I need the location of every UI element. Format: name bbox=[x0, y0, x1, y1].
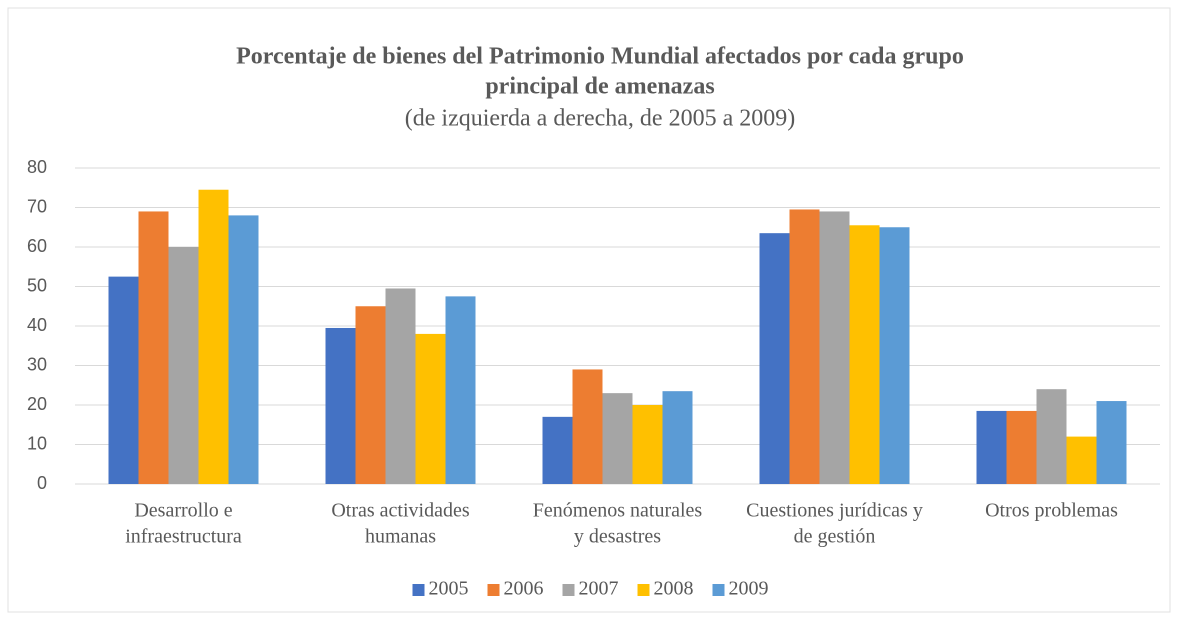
bar bbox=[355, 306, 386, 484]
legend-label: 2006 bbox=[504, 578, 544, 600]
y-tick-label: 30 bbox=[27, 354, 47, 374]
bar bbox=[819, 211, 850, 484]
legend-swatch bbox=[562, 584, 575, 596]
chart-title: Porcentaje de bienes del Patrimonio Mund… bbox=[236, 44, 964, 70]
bar bbox=[138, 211, 169, 484]
bar bbox=[976, 410, 1007, 484]
legend-label: 2009 bbox=[729, 578, 769, 600]
bar bbox=[385, 288, 416, 484]
y-tick-label: 40 bbox=[27, 315, 47, 335]
y-tick-label: 50 bbox=[27, 275, 47, 295]
bar bbox=[632, 405, 663, 484]
bar bbox=[1066, 436, 1097, 484]
bar bbox=[759, 233, 790, 484]
y-tick-label: 20 bbox=[27, 394, 47, 414]
bar bbox=[662, 391, 693, 484]
x-tick-label: Desarrollo e bbox=[134, 500, 232, 522]
x-tick-label: humanas bbox=[365, 526, 436, 548]
x-tick-label: Otros problemas bbox=[985, 500, 1118, 522]
x-tick-label: infraestructura bbox=[125, 526, 242, 548]
bar bbox=[168, 247, 199, 484]
bar bbox=[542, 416, 573, 484]
y-tick-label: 60 bbox=[27, 236, 47, 256]
bar bbox=[1006, 410, 1037, 484]
bar bbox=[1036, 389, 1067, 484]
legend-label: 2005 bbox=[429, 578, 469, 600]
legend-label: 2007 bbox=[579, 578, 619, 600]
bar bbox=[228, 215, 259, 484]
bar bbox=[415, 333, 446, 484]
bar bbox=[602, 393, 633, 484]
bar bbox=[198, 189, 229, 484]
x-tick-label: Otras actividades bbox=[331, 500, 469, 522]
x-tick-label: y desastres bbox=[574, 526, 661, 548]
bar bbox=[108, 276, 139, 484]
legend-swatch bbox=[637, 584, 650, 596]
y-tick-label: 70 bbox=[27, 196, 47, 216]
bar bbox=[325, 327, 356, 484]
bar bbox=[1096, 401, 1127, 484]
x-tick-label: Cuestiones jurídicas y bbox=[746, 500, 923, 522]
legend-swatch bbox=[412, 584, 425, 596]
bar bbox=[789, 209, 820, 484]
bar bbox=[572, 369, 603, 484]
chart-subtitle: (de izquierda a derecha, de 2005 a 2009) bbox=[405, 106, 795, 132]
x-tick-label: Fenómenos naturales bbox=[533, 500, 703, 522]
legend-swatch bbox=[487, 584, 500, 596]
y-tick-label: 0 bbox=[37, 473, 47, 493]
legend-label: 2008 bbox=[654, 578, 694, 600]
x-tick-label: de gestión bbox=[794, 526, 876, 548]
bar bbox=[445, 296, 476, 484]
chart-title: principal de amenazas bbox=[485, 74, 714, 100]
y-tick-label: 80 bbox=[27, 157, 47, 177]
bar bbox=[849, 225, 880, 484]
y-tick-label: 10 bbox=[27, 433, 47, 453]
legend-swatch bbox=[712, 584, 725, 596]
bar bbox=[879, 227, 910, 484]
